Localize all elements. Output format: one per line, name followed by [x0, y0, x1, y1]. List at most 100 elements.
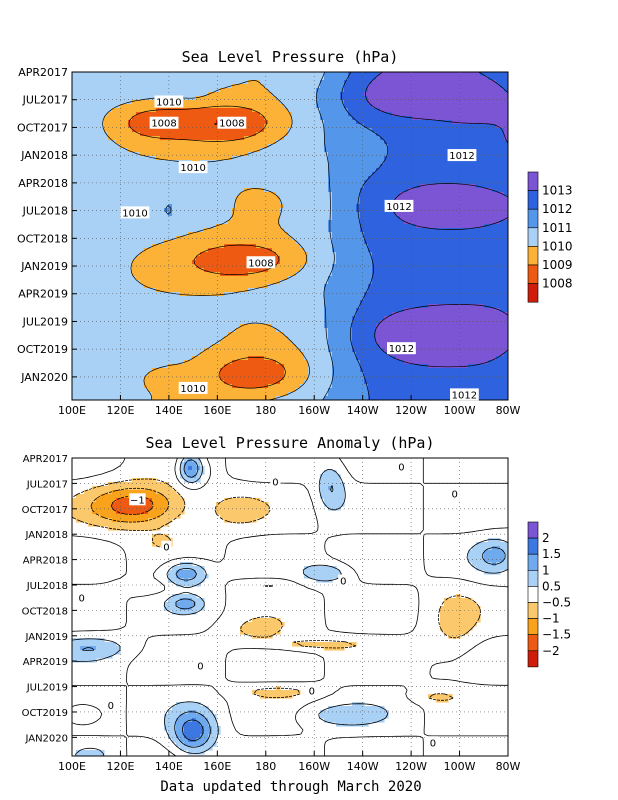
contour-label-box: [447, 149, 477, 162]
x-tick-label: 140W: [347, 760, 379, 773]
bottom-colorbar: 2 1.5 1 0.5 −0.5 −1 −1.5 −2: [527, 521, 571, 668]
contour-label-box: [149, 116, 179, 129]
top-contour-labels: 1010 1008 1008 1012 1010 1012 1010 1008 1012 1010…: [120, 95, 479, 401]
x-tick-label: 140W: [347, 404, 379, 417]
y-tick-label: JAN2020: [20, 371, 68, 384]
contour-label-box: [384, 199, 414, 212]
contour-label-box: [120, 206, 150, 219]
contour-label-box: [338, 574, 349, 587]
contour-label-box: [396, 460, 407, 473]
y-tick-label: JAN2018: [24, 530, 68, 541]
colorbar-swatch: [527, 569, 539, 587]
top-x-ticks: 100E 120E 140E 160E 180 160W 140W 120W 100W 80W: [58, 404, 521, 417]
y-tick-label: APR2017: [18, 66, 68, 79]
contour-label: 0: [197, 661, 203, 672]
y-tick-label: OCT2017: [17, 121, 68, 134]
contour-label: 1012: [452, 390, 477, 401]
contour-label: 0: [79, 594, 85, 605]
colorbar-label: 1010: [542, 239, 573, 253]
contour-label: 0: [398, 462, 404, 473]
contour-label: 1012: [386, 202, 411, 213]
colorbar-swatch: [527, 283, 539, 303]
colorbar-swatch: [527, 537, 539, 555]
colorbar-swatch: [527, 553, 539, 571]
contour-label-box: [178, 381, 208, 394]
y-tick-label: JAN2018: [20, 149, 68, 162]
y-tick-label: JUL2019: [26, 683, 68, 694]
y-tick-label: OCT2018: [22, 606, 68, 617]
contour-label: 1010: [122, 208, 147, 219]
y-tick-label: APR2017: [23, 454, 68, 465]
y-tick-label: JUL2018: [26, 581, 68, 592]
y-tick-label: APR2018: [18, 177, 68, 190]
contour-label-box: [306, 684, 317, 697]
colorbar-label: 1: [542, 563, 550, 577]
colorbar-label: −2: [542, 644, 560, 658]
contour-label: 1012: [389, 344, 414, 355]
colorbar-label: 2: [542, 531, 550, 545]
contour-label: 1010: [180, 384, 205, 395]
contour-label: 1012: [449, 151, 474, 162]
bottom-x-ticks: 100E 120E 140E 160E 180 160W 140W 120W 100W 80W: [58, 760, 521, 773]
colorbar-label: 1009: [542, 258, 573, 272]
x-tick-label: 180: [255, 760, 276, 773]
x-tick-label: 140E: [155, 404, 183, 417]
colorbar-swatch: [527, 264, 539, 284]
contour-label: 0: [108, 701, 114, 712]
contour-label-box: [195, 659, 206, 672]
bottom-y-ticks: APR2017 JUL2017 OCT2017 JAN2018 APR2018 JUL20…: [22, 454, 68, 744]
contour-label: 1008: [151, 119, 176, 130]
contour-label-box: [217, 116, 247, 129]
contour-label-box: [105, 699, 116, 712]
contour-label-box: [270, 475, 281, 488]
bottom-title: Sea Level Pressure Anomaly (hPa): [146, 434, 435, 452]
bottom-frame: [71, 457, 509, 757]
y-tick-label: OCT2019: [17, 343, 68, 356]
y-tick-label: JAN2020: [24, 733, 68, 744]
y-tick-label: APR2019: [18, 288, 68, 301]
top-colorbar: 1013 1012 1011 1010 1009 1008: [527, 171, 573, 303]
contour-label-box: [246, 256, 276, 269]
x-tick-label: 100E: [58, 404, 86, 417]
x-tick-label: 120W: [395, 404, 427, 417]
contour-label-box: [450, 388, 479, 401]
bottom-field: [72, 458, 508, 756]
y-tick-label: OCT2018: [17, 232, 68, 245]
top-grid: [71, 71, 509, 400]
y-tick-label: APR2018: [23, 556, 68, 567]
colorbar-label: 1.5: [542, 547, 561, 561]
contour-label-box: [427, 736, 439, 749]
y-tick-label: JAN2019: [20, 260, 68, 273]
bottom-contour-labels: −1 0 0 0 0 0 0 0 0 0 0: [76, 460, 460, 749]
x-tick-label: 100E: [58, 760, 86, 773]
x-tick-label: 160E: [203, 760, 231, 773]
x-tick-label: 100W: [444, 404, 476, 417]
contour-label: 0: [309, 687, 315, 698]
x-tick-label: 80W: [496, 404, 521, 417]
colorbar-swatch: [527, 227, 539, 247]
bottom-grid: [71, 457, 509, 756]
colorbar-swatch: [527, 618, 539, 635]
top-title: Sea Level Pressure (hPa): [182, 48, 399, 66]
contour-label: 1008: [219, 119, 244, 130]
y-tick-label: OCT2019: [22, 708, 68, 719]
colorbar-swatch: [527, 246, 539, 266]
colorbar-label: −1: [542, 612, 560, 626]
x-tick-label: 160E: [203, 404, 231, 417]
y-tick-label: APR2019: [23, 657, 68, 668]
colorbar-swatch: [527, 521, 539, 539]
colorbar-label: 0.5: [542, 579, 561, 593]
x-tick-label: 180: [255, 404, 276, 417]
x-tick-label: 80W: [496, 760, 521, 773]
contour-label-box: [449, 487, 460, 500]
y-tick-label: JUL2017: [22, 94, 68, 107]
top-frame: [71, 71, 509, 401]
contour-label: 0: [452, 489, 458, 500]
contour-label-box: [178, 161, 208, 174]
contour-label: −1: [130, 495, 145, 506]
contour-label: 0: [272, 478, 278, 489]
contour-label: 1008: [248, 258, 273, 269]
contour-label-box: [76, 591, 87, 604]
colorbar-swatch: [527, 650, 539, 668]
